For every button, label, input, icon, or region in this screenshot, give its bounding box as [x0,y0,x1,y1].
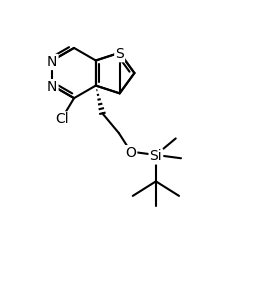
Text: S: S [115,47,124,61]
Text: Si: Si [150,149,162,163]
Text: N: N [47,80,57,94]
Text: O: O [125,146,136,160]
Text: N: N [47,55,57,69]
Text: Cl: Cl [55,112,69,126]
